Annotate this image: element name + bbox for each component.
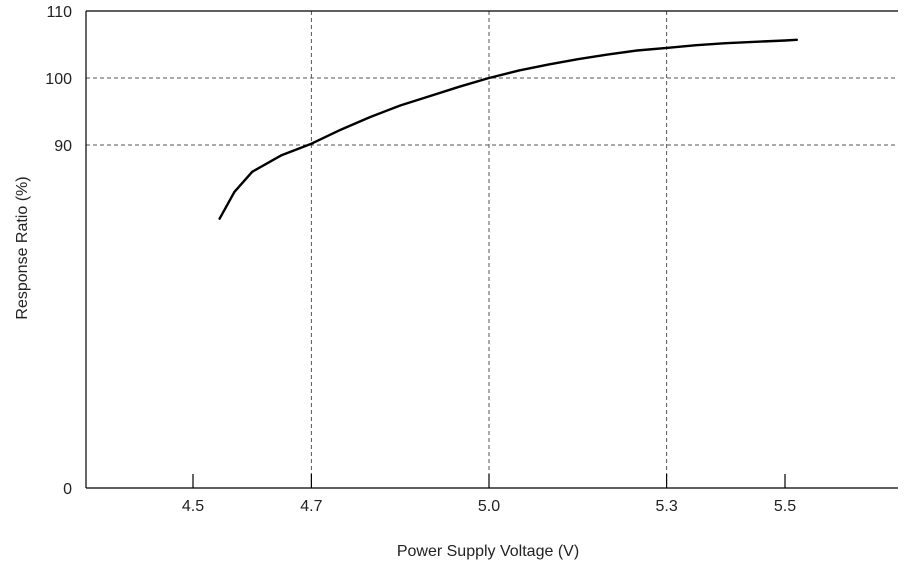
y-tick-label-90: 90 bbox=[54, 138, 72, 155]
x-axis-title: Power Supply Voltage (V) bbox=[397, 543, 579, 560]
y-tick-label-0: 0 bbox=[63, 481, 72, 498]
y-tick-label-110: 110 bbox=[46, 4, 72, 21]
x-tick-label-4-7: 4.7 bbox=[300, 498, 322, 515]
x-tick-label-5-3: 5.3 bbox=[655, 498, 677, 515]
tick-marks-and-labels: 4.5 4.7 5.0 5.3 5.5 0 90 100 110 bbox=[45, 4, 796, 515]
x-tick-label-4-5: 4.5 bbox=[182, 498, 204, 515]
series-line-0 bbox=[218, 38, 798, 220]
axes bbox=[85, 10, 898, 489]
grid-lines bbox=[86, 11, 898, 488]
x-tick-label-5: 5.0 bbox=[478, 498, 500, 515]
y-tick-label-100: 100 bbox=[45, 71, 72, 88]
y-axis-title: Response Ratio (%) bbox=[14, 176, 31, 319]
x-tick-label-5-5: 5.5 bbox=[774, 498, 796, 515]
series bbox=[218, 38, 798, 220]
